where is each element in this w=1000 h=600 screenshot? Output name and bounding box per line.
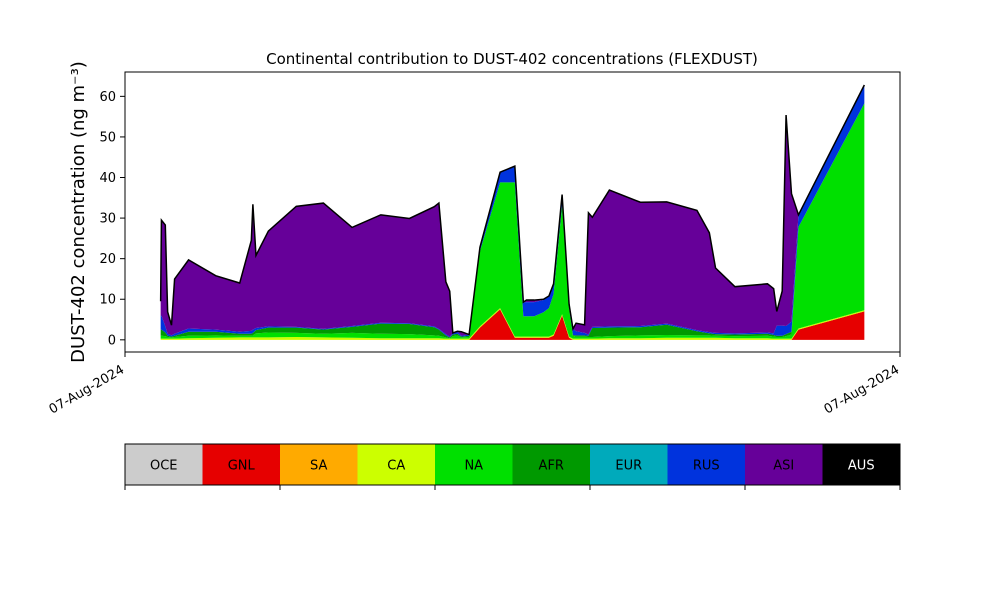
x-tick-label: 07-Aug-2024 (47, 362, 127, 417)
colorbar-swatch-gnl (202, 444, 281, 485)
colorbar-label: CA (387, 459, 405, 474)
y-tick-label: 30 (99, 212, 116, 227)
area-na (160, 103, 865, 339)
colorbar-label: AFR (539, 459, 564, 474)
colorbar-label: NA (464, 459, 483, 474)
colorbar-swatch-oce (125, 444, 203, 485)
colorbar-swatch-afr (512, 444, 591, 485)
colorbar-label: GNL (228, 459, 256, 474)
chart-title: Continental contribution to DUST-402 con… (266, 50, 758, 68)
colorbar-frame (124, 443, 901, 486)
colorbar-swatch-ca (357, 444, 436, 485)
y-tick-label: 50 (99, 130, 116, 145)
colorbar-swatch-eur (590, 444, 668, 485)
y-axis: 0 10 20 30 40 50 60 (99, 90, 125, 348)
colorbar-swatch-na (435, 444, 513, 485)
x-axis: 07-Aug-2024 07-Aug-2024 (47, 352, 902, 418)
y-tick-label: 10 (99, 293, 116, 308)
colorbar-swatch-rus (667, 444, 746, 485)
y-tick-label: 60 (99, 90, 116, 105)
total-concentration-line (159, 84, 866, 336)
stacked-areas (160, 84, 865, 340)
colorbar-label: EUR (615, 459, 642, 474)
colorbar-label: AUS (848, 459, 875, 474)
colorbar-swatch-sa (280, 444, 358, 485)
colorbar-label: SA (310, 459, 327, 474)
region-colorbar: OCE GNL SA CA NA AFR EUR RUS ASI AUS (124, 443, 901, 490)
area-asi (160, 84, 865, 337)
y-tick-label: 40 (99, 171, 116, 186)
plot-frame (124, 71, 901, 353)
plot-area (124, 71, 901, 353)
colorbar-swatch-aus (822, 444, 901, 485)
y-tick-label: 20 (99, 252, 116, 267)
colorbar-swatch-asi (745, 444, 823, 485)
colorbar-label: OCE (150, 459, 178, 474)
area-gnl (160, 309, 865, 340)
colorbar-label: RUS (693, 459, 720, 474)
y-axis-label: DUST-402 concentration (ng m⁻³) (68, 61, 89, 363)
y-tick-label: 0 (108, 333, 116, 348)
x-tick-label: 07-Aug-2024 (822, 362, 902, 417)
colorbar-label: ASI (773, 459, 794, 474)
